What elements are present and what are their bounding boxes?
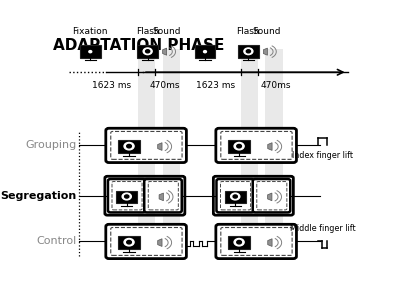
Bar bbox=[163, 49, 180, 255]
Text: 1623 ms: 1623 ms bbox=[92, 81, 132, 90]
Circle shape bbox=[124, 195, 129, 198]
FancyBboxPatch shape bbox=[106, 224, 186, 259]
Circle shape bbox=[237, 241, 242, 244]
Polygon shape bbox=[163, 48, 167, 55]
Circle shape bbox=[89, 50, 92, 53]
Circle shape bbox=[127, 241, 131, 244]
FancyBboxPatch shape bbox=[253, 179, 290, 212]
FancyBboxPatch shape bbox=[225, 191, 246, 203]
Text: 470ms: 470ms bbox=[261, 81, 292, 90]
Bar bbox=[266, 49, 282, 255]
Polygon shape bbox=[158, 143, 162, 150]
Text: Segregation: Segregation bbox=[0, 191, 76, 201]
FancyBboxPatch shape bbox=[216, 179, 254, 212]
Circle shape bbox=[234, 238, 244, 246]
FancyBboxPatch shape bbox=[216, 128, 296, 162]
Circle shape bbox=[146, 50, 150, 53]
Text: Flash: Flash bbox=[236, 27, 260, 36]
Bar bbox=[241, 49, 258, 255]
Text: Index finger lift: Index finger lift bbox=[292, 151, 353, 160]
Circle shape bbox=[122, 193, 131, 200]
Polygon shape bbox=[158, 239, 162, 247]
FancyBboxPatch shape bbox=[216, 224, 296, 259]
Text: 470ms: 470ms bbox=[150, 81, 180, 90]
FancyBboxPatch shape bbox=[228, 236, 250, 249]
FancyBboxPatch shape bbox=[80, 45, 101, 58]
FancyBboxPatch shape bbox=[195, 45, 215, 58]
Circle shape bbox=[246, 50, 250, 53]
Polygon shape bbox=[268, 143, 272, 150]
Circle shape bbox=[244, 48, 253, 55]
FancyBboxPatch shape bbox=[116, 191, 137, 203]
Polygon shape bbox=[268, 193, 272, 201]
Circle shape bbox=[124, 143, 134, 150]
Circle shape bbox=[124, 238, 134, 246]
Polygon shape bbox=[268, 239, 272, 247]
Text: Fixation: Fixation bbox=[72, 27, 108, 36]
Polygon shape bbox=[263, 48, 268, 55]
FancyBboxPatch shape bbox=[144, 179, 182, 212]
FancyBboxPatch shape bbox=[108, 179, 146, 212]
Circle shape bbox=[127, 144, 131, 148]
FancyBboxPatch shape bbox=[118, 236, 140, 249]
Circle shape bbox=[234, 143, 244, 150]
FancyBboxPatch shape bbox=[118, 140, 140, 154]
FancyBboxPatch shape bbox=[228, 140, 250, 154]
Text: Control: Control bbox=[36, 236, 76, 247]
Text: Grouping: Grouping bbox=[25, 140, 76, 150]
Circle shape bbox=[237, 144, 242, 148]
Circle shape bbox=[143, 48, 152, 55]
Circle shape bbox=[231, 193, 240, 200]
Text: Middle finger lift: Middle finger lift bbox=[290, 225, 355, 233]
FancyBboxPatch shape bbox=[238, 45, 259, 58]
FancyBboxPatch shape bbox=[106, 128, 186, 162]
Polygon shape bbox=[159, 193, 164, 201]
Text: Sound: Sound bbox=[253, 27, 281, 36]
Text: Sound: Sound bbox=[152, 27, 180, 36]
Bar bbox=[138, 49, 155, 255]
Circle shape bbox=[204, 50, 206, 53]
Text: Flash: Flash bbox=[136, 27, 160, 36]
FancyBboxPatch shape bbox=[137, 45, 158, 58]
Text: 1623 ms: 1623 ms bbox=[196, 81, 236, 90]
Circle shape bbox=[233, 195, 237, 198]
Text: ADAPTATION PHASE: ADAPTATION PHASE bbox=[53, 38, 224, 53]
